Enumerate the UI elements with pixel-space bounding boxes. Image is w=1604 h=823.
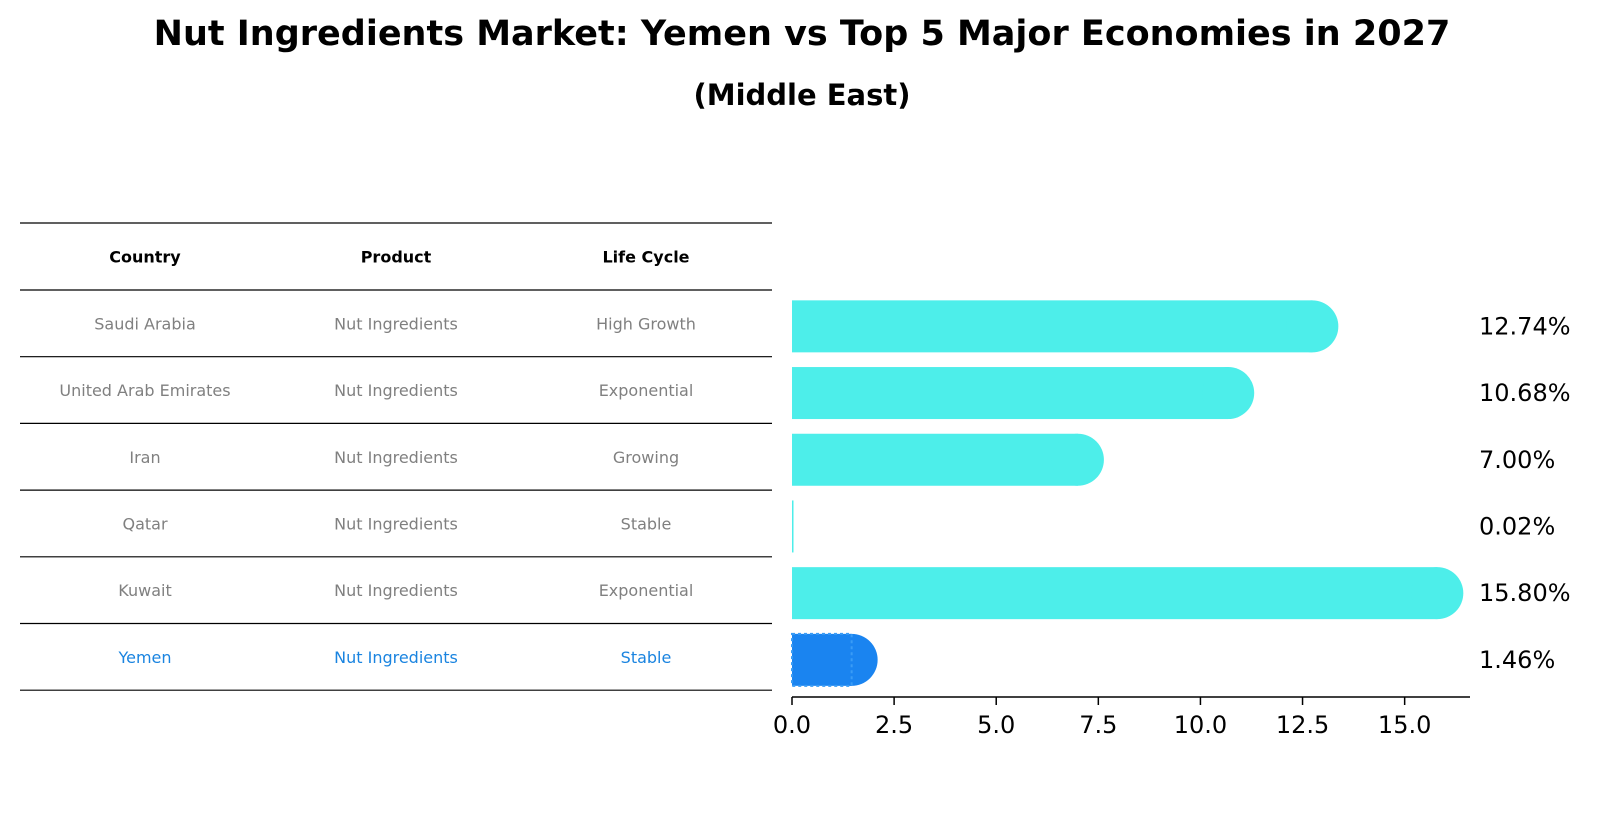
table-cell-country: Kuwait: [118, 581, 171, 600]
bar-kuwait: [792, 567, 1438, 620]
chart-title: Nut Ingredients Market: Yemen vs Top 5 M…: [153, 14, 1451, 54]
bar-iran: [792, 433, 1078, 486]
table-cell-product: Nut Ingredients: [334, 314, 458, 333]
value-label: 10.68%: [1479, 379, 1571, 407]
table-cell-life-cycle: Stable: [621, 514, 672, 533]
value-label: 12.74%: [1479, 312, 1571, 340]
table-cell-country: Saudi Arabia: [94, 314, 196, 333]
x-tick-label: 10.0: [1174, 711, 1227, 739]
value-label: 15.80%: [1479, 579, 1571, 607]
table-cell-product: Nut Ingredients: [334, 648, 458, 667]
table-cell-life-cycle: Exponential: [599, 581, 694, 600]
x-tick-label: 7.5: [1079, 711, 1117, 739]
table-cell-life-cycle: High Growth: [596, 314, 696, 333]
table-cell-country: United Arab Emirates: [59, 381, 230, 400]
table-cell-life-cycle: Growing: [613, 448, 679, 467]
table-cell-country: Qatar: [122, 514, 167, 533]
bar-cap: [1051, 433, 1104, 486]
table-header-country: Country: [109, 248, 181, 267]
table-header-product: Product: [361, 248, 432, 267]
bar-cap: [1411, 567, 1464, 620]
table-cell-life-cycle: Exponential: [599, 381, 694, 400]
bar-saudi-arabia: [792, 300, 1313, 353]
bar-cap: [1202, 367, 1255, 420]
table-cell-product: Nut Ingredients: [334, 448, 458, 467]
x-tick-label: 15.0: [1378, 711, 1431, 739]
value-label: 0.02%: [1479, 512, 1555, 540]
bar-united-arab-emirates: [792, 367, 1229, 420]
value-label: 1.46%: [1479, 646, 1555, 674]
x-tick-label: 12.5: [1276, 711, 1329, 739]
table-cell-product: Nut Ingredients: [334, 581, 458, 600]
chart-subtitle: (Middle East): [693, 78, 911, 112]
table-cell-product: Nut Ingredients: [334, 514, 458, 533]
table-cell-product: Nut Ingredients: [334, 381, 458, 400]
bar-cap: [1286, 300, 1339, 353]
bar-highlight-outline: [791, 632, 853, 687]
table-cell-life-cycle: Stable: [621, 648, 672, 667]
value-label: 7.00%: [1479, 446, 1555, 474]
x-tick-label: 0.0: [773, 711, 811, 739]
bar-qatar: [792, 500, 794, 553]
x-tick-label: 2.5: [875, 711, 913, 739]
table-cell-country: Yemen: [117, 648, 171, 667]
x-tick-label: 5.0: [977, 711, 1015, 739]
table-header-life-cycle: Life Cycle: [602, 248, 689, 267]
table-cell-country: Iran: [129, 448, 160, 467]
